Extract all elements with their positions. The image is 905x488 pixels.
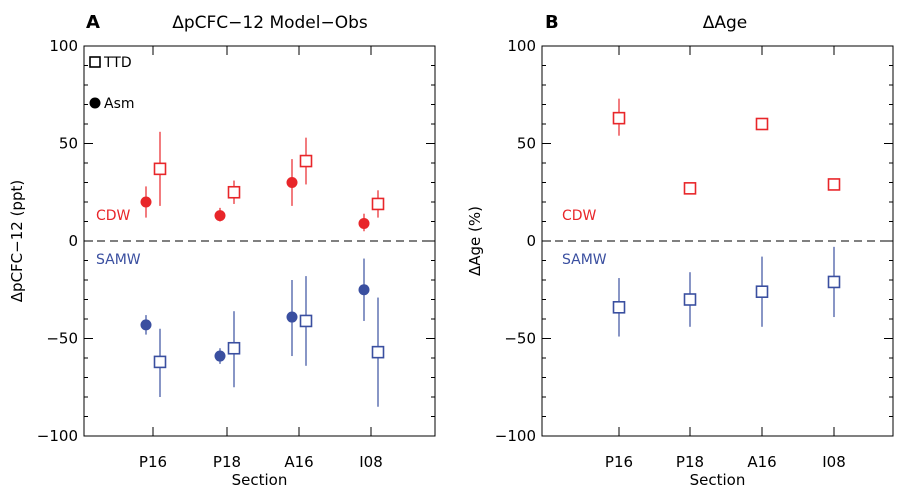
group-label-samw: SAMW bbox=[96, 252, 141, 268]
point-i08 bbox=[371, 345, 385, 359]
point-i08 bbox=[827, 178, 841, 191]
y-tick-label: −100 bbox=[495, 427, 536, 445]
point-p18 bbox=[683, 182, 697, 195]
group-label-cdw: CDW bbox=[96, 208, 131, 224]
point-i08 bbox=[827, 275, 841, 289]
point-p16 bbox=[153, 355, 167, 369]
point-p18 bbox=[214, 350, 226, 362]
x-tick-label-p18: P18 bbox=[676, 453, 704, 471]
y-axis-title: ΔAge (%) bbox=[466, 206, 484, 276]
point-a16 bbox=[755, 285, 769, 299]
y-tick-label: 100 bbox=[49, 37, 78, 55]
point-p18 bbox=[227, 341, 241, 355]
panel-a: −100 −50 0 50 100 P16 P18 A16 I08 Section ΔpCFC−12… bbox=[8, 12, 436, 488]
point-a16 bbox=[286, 311, 298, 323]
panel-label: B bbox=[545, 12, 559, 33]
y-tick-label: −100 bbox=[37, 427, 78, 445]
panel-title: ΔAge bbox=[703, 13, 748, 33]
series-samw-asm bbox=[140, 258, 370, 364]
panel-label: A bbox=[86, 12, 100, 33]
x-axis-title: Section bbox=[690, 471, 746, 488]
series-cdw-asm bbox=[140, 159, 370, 232]
point-p18 bbox=[683, 293, 697, 306]
x-tick-label-a16: A16 bbox=[747, 453, 776, 471]
y-tick-label: 0 bbox=[526, 232, 536, 250]
legend-square-marker bbox=[89, 56, 101, 68]
point-a16 bbox=[299, 314, 313, 328]
point-p16 bbox=[612, 111, 626, 125]
point-a16 bbox=[286, 177, 298, 188]
point-a16 bbox=[299, 154, 313, 168]
point-i08 bbox=[358, 217, 370, 229]
panel-title: ΔpCFC−12 Model−Obs bbox=[172, 13, 368, 33]
y-tick-label: 100 bbox=[507, 37, 536, 55]
y-tick-label: 0 bbox=[68, 232, 78, 250]
series-cdw-ttd bbox=[153, 131, 385, 218]
x-tick-label-i08: I08 bbox=[822, 453, 846, 471]
x-tick-label-i08: I08 bbox=[359, 453, 383, 471]
legend-entry-ttd: TTD bbox=[89, 55, 132, 71]
x-tick-label-p18: P18 bbox=[213, 453, 241, 471]
x-tick-label-p16: P16 bbox=[139, 453, 167, 471]
y-axis-title: ΔpCFC−12 (ppt) bbox=[8, 180, 26, 302]
legend-label: Asm bbox=[104, 96, 135, 112]
point-p16 bbox=[612, 300, 626, 314]
group-label-cdw: CDW bbox=[562, 208, 597, 224]
series-cdw-ttd bbox=[612, 98, 841, 195]
panel-b: −100 −50 0 50 100 P16 P18 A16 I08 Section ΔAge (%)… bbox=[466, 12, 894, 488]
x-tick-label-a16: A16 bbox=[284, 453, 313, 471]
point-p16 bbox=[140, 196, 152, 208]
point-p18 bbox=[214, 210, 226, 222]
series-samw-ttd bbox=[612, 246, 841, 337]
point-p16 bbox=[140, 319, 152, 331]
y-tick-label: 50 bbox=[59, 135, 78, 153]
point-p18 bbox=[227, 185, 241, 199]
x-axis-title: Section bbox=[232, 471, 288, 488]
point-a16 bbox=[755, 117, 769, 131]
series-samw-ttd bbox=[153, 276, 385, 407]
legend-entry-asm: Asm bbox=[89, 96, 135, 112]
legend-label: TTD bbox=[103, 55, 132, 71]
legend-circle-marker bbox=[89, 97, 101, 109]
point-i08 bbox=[358, 284, 370, 296]
point-i08 bbox=[371, 197, 385, 211]
y-tick-label: 50 bbox=[517, 135, 536, 153]
point-p16 bbox=[153, 162, 167, 176]
y-tick-label: −50 bbox=[46, 330, 78, 348]
y-tick-label: −50 bbox=[504, 330, 536, 348]
group-label-samw: SAMW bbox=[562, 252, 607, 268]
x-tick-label-p16: P16 bbox=[605, 453, 633, 471]
